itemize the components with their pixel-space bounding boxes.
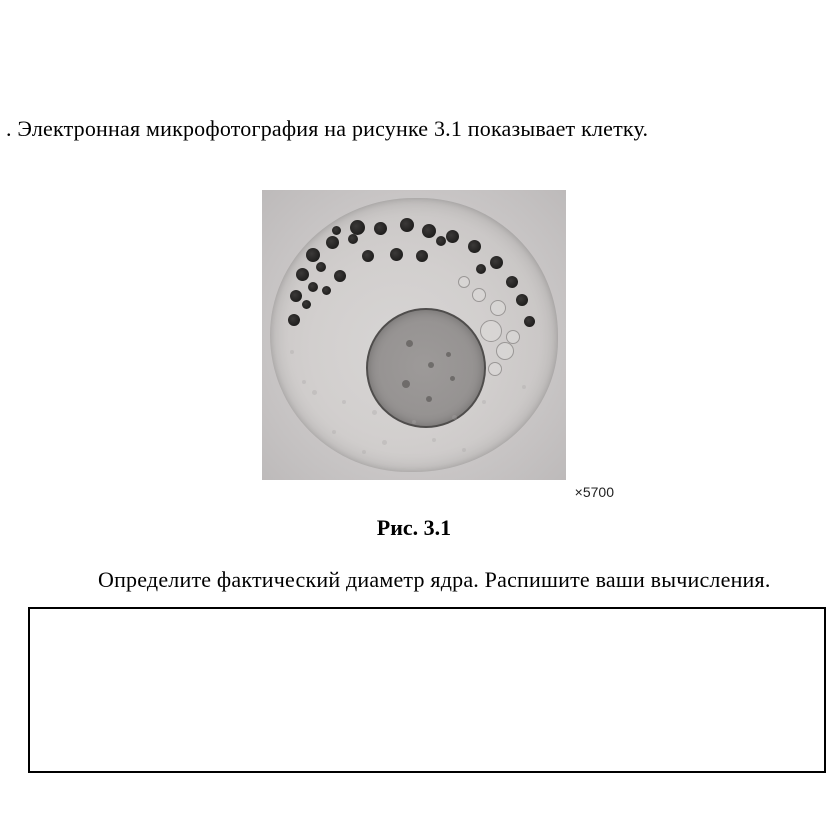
granule <box>436 236 446 246</box>
nucleus-spot <box>402 380 410 388</box>
intro-text: . Электронная микрофотография на рисунке… <box>0 116 828 142</box>
nucleus <box>366 308 486 428</box>
vesicle <box>490 300 506 316</box>
texture-dot <box>342 400 346 404</box>
nucleus-spot <box>428 362 434 368</box>
vesicle <box>480 320 502 342</box>
granule <box>308 282 318 292</box>
texture-dot <box>412 420 416 424</box>
texture-dot <box>332 430 336 434</box>
granule <box>332 226 341 235</box>
texture-dot <box>432 438 436 442</box>
granule <box>524 316 535 327</box>
granule <box>348 234 358 244</box>
nucleus-spot <box>450 376 455 381</box>
nucleus-spot <box>446 352 451 357</box>
granule <box>316 262 326 272</box>
magnification-label: ×5700 <box>575 484 614 500</box>
granule <box>374 222 387 235</box>
texture-dot <box>522 385 526 389</box>
granule <box>422 224 436 238</box>
figure-box: ×5700 <box>262 190 566 480</box>
nucleus-spot <box>406 340 413 347</box>
granule <box>516 294 528 306</box>
texture-dot <box>290 350 294 354</box>
figure-caption: Рис. 3.1 <box>0 515 828 541</box>
vesicle <box>506 330 520 344</box>
vesicle <box>458 276 470 288</box>
texture-dot <box>362 450 366 454</box>
granule <box>490 256 503 269</box>
texture-dot <box>462 448 466 452</box>
granule <box>290 290 302 302</box>
granule <box>390 248 403 261</box>
texture-dot <box>452 415 457 420</box>
granule <box>476 264 486 274</box>
granule <box>362 250 374 262</box>
vesicle <box>488 362 502 376</box>
granule <box>326 236 339 249</box>
granule <box>350 220 365 235</box>
granule <box>446 230 459 243</box>
granule <box>468 240 481 253</box>
texture-dot <box>302 380 306 384</box>
texture-dot <box>312 390 317 395</box>
micrograph-image <box>262 190 566 480</box>
vesicle <box>472 288 486 302</box>
texture-dot <box>382 440 387 445</box>
intro-sentence: Электронная микрофотография на рисунке 3… <box>12 116 649 141</box>
texture-dot <box>372 410 377 415</box>
granule <box>334 270 346 282</box>
figure-container: ×5700 <box>0 190 828 485</box>
granule <box>296 268 309 281</box>
granule <box>306 248 320 262</box>
granule <box>416 250 428 262</box>
granule <box>400 218 414 232</box>
nucleus-spot <box>426 396 432 402</box>
vesicle <box>496 342 514 360</box>
granule <box>302 300 311 309</box>
texture-dot <box>482 400 486 404</box>
granule <box>288 314 300 326</box>
granule <box>322 286 331 295</box>
granule <box>506 276 518 288</box>
answer-box <box>28 607 826 773</box>
task-text: Определите фактический диаметр ядра. Рас… <box>0 567 828 593</box>
